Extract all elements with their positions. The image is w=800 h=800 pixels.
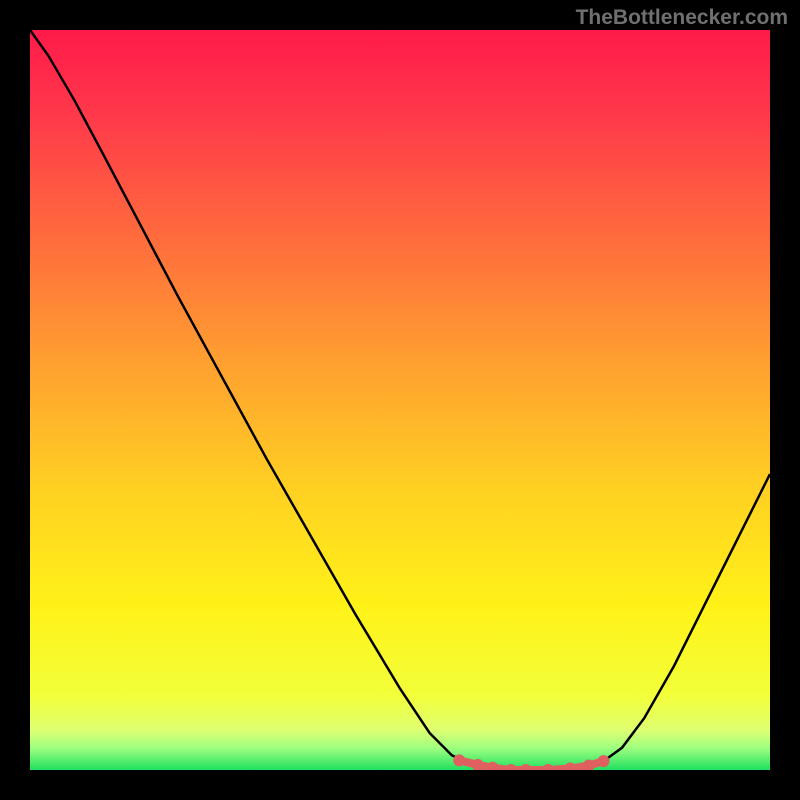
marker-dot	[453, 754, 465, 766]
chart-svg	[30, 30, 770, 770]
watermark-text: TheBottlenecker.com	[576, 6, 788, 30]
chart-container: TheBottlenecker.com	[0, 0, 800, 800]
gradient-background	[30, 30, 770, 770]
plot-area	[30, 30, 770, 770]
marker-dot	[598, 755, 610, 767]
